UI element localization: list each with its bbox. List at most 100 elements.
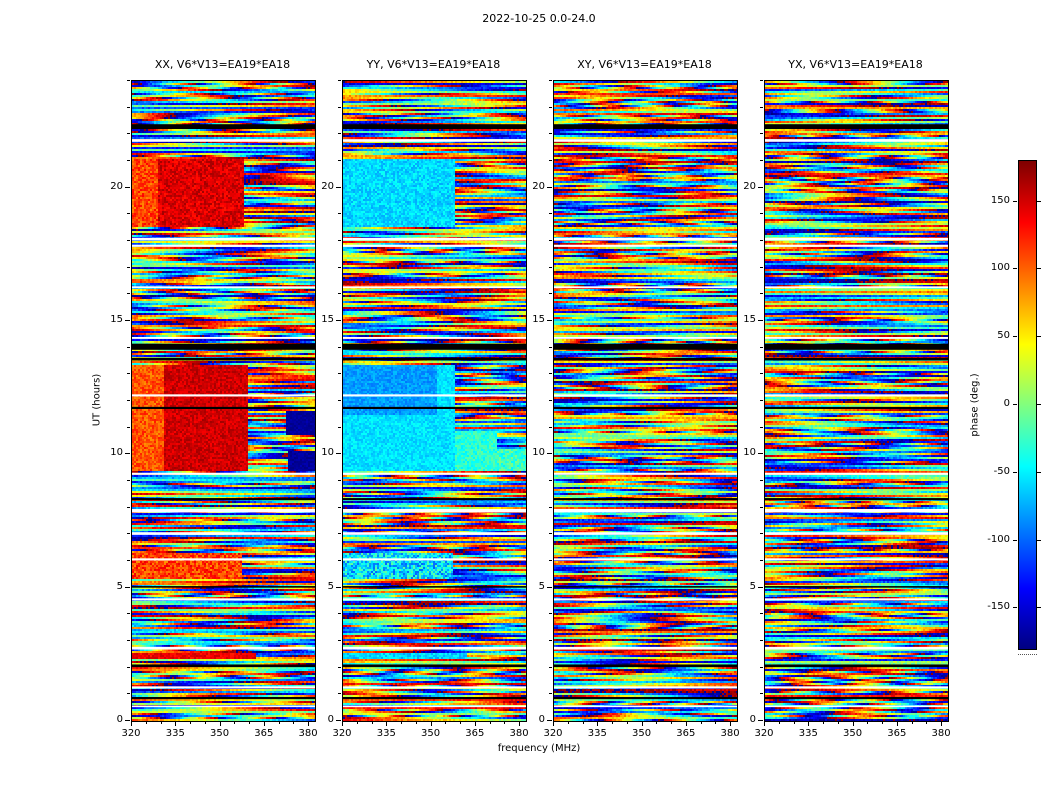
y-tick [127, 293, 130, 295]
y-tick [127, 506, 130, 508]
panel-canvas-0 [131, 80, 316, 722]
y-tick [758, 453, 763, 455]
x-tick [519, 721, 521, 726]
y-tick [125, 586, 130, 588]
x-tick [730, 721, 732, 726]
y-tick [338, 426, 341, 428]
y-tick [760, 533, 763, 535]
y-tick [760, 560, 763, 561]
x-tick [278, 721, 280, 724]
x-tick-label: 335 [587, 728, 607, 739]
x-tick-label: 335 [376, 728, 396, 739]
y-tick-label: 0 [116, 714, 123, 725]
y-tick-label: 20 [532, 180, 545, 192]
x-tick [837, 721, 839, 724]
y-tick [127, 480, 130, 481]
colorbar-tick [1013, 539, 1017, 541]
y-tick [760, 133, 763, 135]
x-tick [941, 721, 943, 726]
y-tick-label: 15 [532, 314, 545, 325]
y-tick [338, 533, 341, 535]
x-tick-label: 350 [843, 728, 863, 739]
y-tick [127, 266, 130, 268]
x-tick [371, 721, 373, 724]
x-tick-label: 350 [210, 728, 230, 739]
x-tick [430, 721, 432, 726]
x-tick [808, 721, 810, 726]
y-tick-label: 5 [116, 580, 123, 592]
y-tick [549, 613, 552, 615]
y-tick [127, 80, 130, 81]
x-tick-label: 350 [421, 728, 441, 739]
x-tick [685, 721, 687, 726]
y-tick [760, 373, 763, 375]
x-tick [715, 721, 717, 724]
y-tick-label: 5 [538, 580, 545, 592]
y-tick [758, 186, 763, 188]
x-tick [926, 721, 928, 724]
y-tick-label: 10 [110, 447, 123, 459]
y-tick [547, 320, 552, 321]
y-tick [336, 186, 341, 188]
y-tick [338, 693, 341, 695]
x-tick [175, 721, 177, 726]
colorbar-tick [1037, 200, 1041, 202]
y-tick [338, 373, 341, 375]
y-tick [549, 346, 552, 348]
colorbar-tick [1037, 336, 1041, 338]
x-tick-label: 365 [465, 728, 485, 739]
x-axis-label: frequency (MHz) [497, 743, 581, 754]
y-tick [127, 666, 130, 668]
x-tick [356, 721, 358, 724]
y-tick [125, 186, 130, 188]
y-tick [549, 240, 552, 241]
y-tick [338, 213, 341, 215]
colorbar-tick [1037, 607, 1041, 609]
y-tick [127, 613, 130, 615]
y-axis-label: UT (hours) [91, 373, 103, 427]
y-tick [125, 320, 130, 321]
y-tick [549, 693, 552, 695]
y-tick [338, 640, 341, 641]
x-tick [460, 721, 462, 724]
x-tick-label: 380 [509, 728, 529, 739]
y-tick [336, 320, 341, 321]
x-tick [415, 721, 417, 724]
y-tick [760, 480, 763, 481]
panel-canvas-1 [342, 80, 527, 722]
y-tick [549, 133, 552, 135]
y-tick-label: 20 [743, 180, 756, 192]
colorbar-tick-label: 100 [990, 262, 1010, 274]
x-tick-label: 350 [632, 728, 652, 739]
colorbar-tick [1013, 471, 1017, 473]
y-tick [127, 640, 130, 641]
x-tick [445, 721, 447, 724]
colorbar-tick [1013, 268, 1017, 270]
x-tick-label: 335 [798, 728, 818, 739]
y-tick [549, 666, 552, 668]
x-tick [700, 721, 702, 724]
y-tick [338, 80, 341, 81]
y-tick [547, 720, 552, 721]
x-tick [190, 721, 192, 724]
x-tick [342, 721, 343, 726]
x-tick [778, 721, 780, 724]
y-tick [127, 426, 130, 428]
x-tick-label: 320 [754, 728, 774, 739]
y-tick [760, 400, 763, 401]
x-tick-label: 365 [676, 728, 696, 739]
x-tick [896, 721, 898, 726]
y-tick [549, 160, 552, 161]
y-tick [760, 426, 763, 428]
y-tick [338, 666, 341, 668]
x-tick [293, 721, 295, 724]
y-tick-label: 20 [110, 180, 123, 192]
y-tick-label: 20 [321, 180, 334, 192]
y-tick [549, 266, 552, 268]
y-tick [760, 106, 763, 108]
x-tick [219, 721, 221, 726]
colorbar-tick [1013, 200, 1017, 202]
y-tick [549, 80, 552, 81]
y-tick [338, 346, 341, 348]
y-tick [760, 346, 763, 348]
